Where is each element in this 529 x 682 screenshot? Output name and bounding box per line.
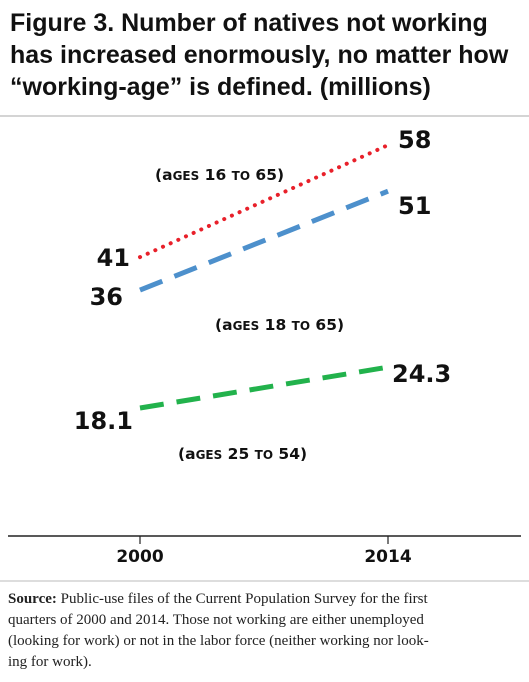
- series-line-ages-25-to-54: [139, 364, 389, 411]
- source-line-1: Source: Public-use files of the Current …: [8, 591, 428, 607]
- source-line-1-text: Public-use files of the Current Populati…: [61, 591, 429, 607]
- series-line-ages-16-to-65: [138, 143, 390, 260]
- value-label-ages-25-to-54-2000: 18.1: [74, 407, 133, 435]
- value-label-ages-25-to-54-2014: 24.3: [392, 360, 451, 388]
- source-note: Source: Public-use files of the Current …: [8, 591, 429, 670]
- source-line-3: (looking for work) or not in the labor f…: [8, 633, 429, 649]
- value-label-ages-18-to-65-2000: 36: [90, 283, 123, 311]
- source-line-4: ing for work).: [8, 654, 92, 670]
- series-label-ages-16-to-65: (aGES 16 TO 65): [155, 166, 284, 184]
- value-label-ages-18-to-65-2014: 51: [398, 192, 431, 220]
- series-line-ages-18-to-65: [139, 188, 389, 293]
- chart-title: Figure 3. Number of natives not working …: [10, 9, 509, 101]
- series-label-ages-25-to-54: (aGES 25 TO 54): [178, 445, 307, 463]
- value-label-ages-16-to-65-2014: 58: [398, 126, 431, 154]
- source-label: Source:: [8, 591, 57, 607]
- series-label-ages-18-to-65: (aGES 18 TO 65): [215, 316, 344, 334]
- chart-title-line-2: has increased enormously, no matter how: [10, 41, 509, 69]
- chart-title-line-1: Figure 3. Number of natives not working: [10, 9, 488, 37]
- value-label-ages-16-to-65-2000: 41: [97, 244, 130, 272]
- x-tick-label-2014: 2014: [364, 547, 411, 567]
- chart-title-line-3: “working-age” is defined. (millions): [10, 73, 431, 101]
- x-tick-label-2000: 2000: [116, 547, 163, 567]
- source-line-2: quarters of 2000 and 2014. Those not wor…: [8, 612, 424, 628]
